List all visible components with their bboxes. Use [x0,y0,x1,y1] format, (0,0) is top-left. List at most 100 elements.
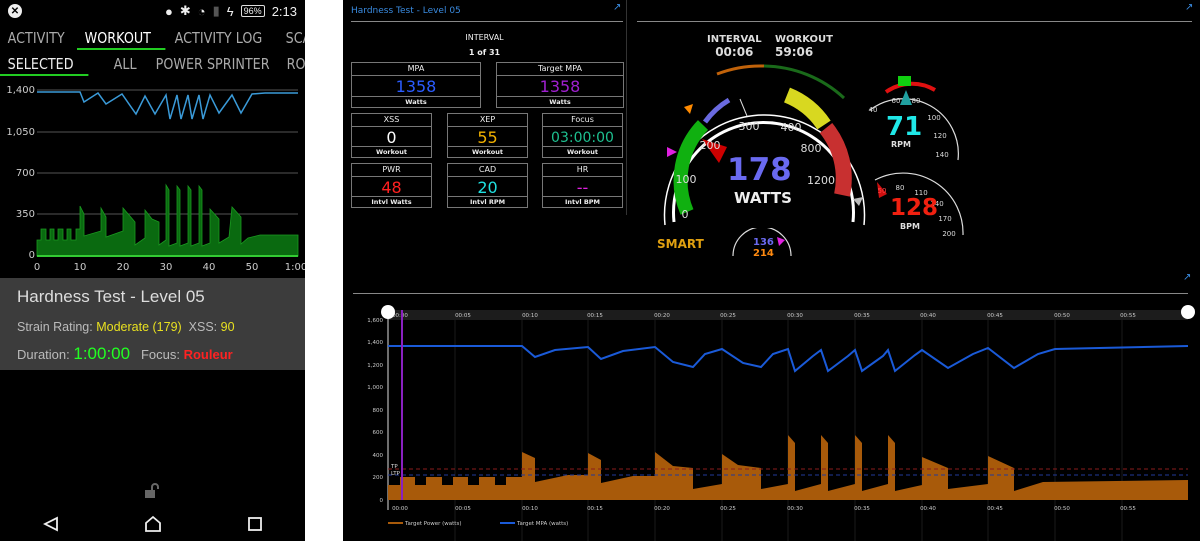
interval-label: INTERVAL [465,33,504,42]
xss-label: XSS: [188,320,218,334]
svg-text:1200: 1200 [807,174,835,187]
gauge-interval: INTERVAL 00:06 [707,34,762,59]
panel-title: Hardness Test - Level 05 [351,6,461,16]
svg-text:00:05: 00:05 [455,506,471,512]
svg-text:00:20: 00:20 [654,313,670,319]
subtab-selected[interactable]: SELECTED [0,55,88,76]
subtab-power-sprinter[interactable]: POWER SPRINTER [156,55,271,73]
subtab-all[interactable]: ALL [113,55,137,73]
gauges-svg: 0 100 200 300 400 800 1200 [663,64,866,226]
mini-gauge-bottom: 214 [753,248,774,259]
svg-text:800: 800 [801,142,822,155]
svg-text:400: 400 [781,121,802,134]
duration-row: Duration: 1:00:00 Focus: Rouleur [17,344,233,364]
svg-text:00:25: 00:25 [720,313,736,319]
svg-text:120: 120 [933,132,946,140]
unlock-icon[interactable] [144,483,162,504]
power-unit: WATTS [734,189,792,207]
xss-value: 90 [220,320,235,334]
power-value: 178 [727,152,792,188]
range-start-handle[interactable] [381,305,395,319]
xep-tile: XEP 55 Workout [447,113,528,158]
svg-text:40: 40 [869,106,878,114]
gauges-panel: ↗ 0 100 200 [627,0,1200,270]
pwr-tile: PWR 48 Intvl Watts [351,163,432,208]
tab-activity-log[interactable]: ACTIVITY LOG [174,29,263,47]
range-end-handle[interactable] [1181,305,1195,319]
svg-text:1:00: 1:00 [285,262,305,273]
tile-header: Focus [543,114,622,127]
svg-text:00:00: 00:00 [392,313,408,319]
svg-text:200: 200 [942,230,955,238]
divider [351,21,623,22]
external-link-icon[interactable]: ↗ [1183,272,1192,283]
tile-header: PWR [352,164,431,177]
status-bar: ✕ ● ✱ ◔ ▮ ϟ 96% 2:13 [0,0,305,22]
svg-text:50: 50 [878,187,887,195]
svg-text:00:10: 00:10 [522,506,538,512]
sub-tabs: SELECTED ALL POWER SPRINTER ROAD S [0,50,305,76]
back-icon[interactable] [42,516,59,537]
svg-text:30: 30 [160,262,173,273]
tile-header: Target MPA [497,63,623,76]
external-link-icon[interactable]: ↗ [1185,2,1194,13]
tile-value: 1358 [539,77,581,96]
phone-screen: ✕ ● ✱ ◔ ▮ ϟ 96% 2:13 ACTIVITY WORKOUT AC… [0,0,305,541]
svg-text:1,000: 1,000 [367,385,383,391]
tile-unit: Watts [497,96,623,107]
divider [637,21,1192,22]
tile-header: XEP [448,114,527,127]
tab-workout[interactable]: WORKOUT [77,29,166,50]
tab-activity[interactable]: ACTIVITY [7,29,65,47]
tile-unit: Watts [352,96,480,107]
clock: 2:13 [271,3,297,19]
main-tabs: ACTIVITY WORKOUT ACTIVITY LOG SCAN [0,22,305,50]
svg-text:200: 200 [373,475,384,481]
tab-scan[interactable]: SCAN [285,29,305,47]
divider [353,293,1188,294]
svg-text:0: 0 [29,250,35,261]
location-icon: ● [165,3,173,19]
tile-value: 03:00:00 [551,130,614,146]
svg-text:600: 600 [373,430,384,436]
strain-value: Moderate (179) [96,320,182,334]
sim-icon: ▮ [212,3,220,18]
svg-text:Target MPA (watts): Target MPA (watts) [516,521,568,527]
svg-text:700: 700 [16,168,35,179]
tile-value: 55 [477,128,498,147]
tile-unit: Intvl BPM [543,196,622,207]
svg-text:1,400: 1,400 [367,340,383,346]
svg-text:LTP: LTP [391,471,401,477]
svg-text:0: 0 [682,208,689,221]
svg-text:800: 800 [373,408,384,414]
workout-card[interactable]: Hardness Test - Level 05 Strain Rating: … [0,278,305,370]
svg-text:100: 100 [927,114,940,122]
tile-header: MPA [352,63,480,76]
svg-text:00:05: 00:05 [455,313,471,319]
phone-workout-chart: 1,400 1,050 700 350 0 0 10 20 30 40 50 1… [0,80,305,275]
focus-label: Focus: [140,347,180,362]
subtab-road[interactable]: ROAD S [286,55,305,73]
svg-text:350: 350 [16,209,35,220]
svg-text:110: 110 [914,189,927,197]
svg-text:00:30: 00:30 [787,313,803,319]
workout-info-panel: Hardness Test - Level 05 ↗ INTERVAL 1 of… [343,0,627,215]
workout-label: WORKOUT [775,34,833,45]
focus-value: Rouleur [183,347,233,362]
svg-text:00:50: 00:50 [1054,313,1070,319]
svg-text:0: 0 [34,262,40,273]
home-icon[interactable] [144,515,162,538]
tile-unit: Workout [448,146,527,157]
tile-header: HR [543,164,622,177]
cadence-value: 71 [886,112,923,142]
external-link-icon[interactable]: ↗ [613,2,622,13]
svg-text:100: 100 [676,173,697,186]
training-dashboard: Hardness Test - Level 05 ↗ INTERVAL 1 of… [343,0,1200,541]
svg-text:1,400: 1,400 [6,85,35,96]
mini-gauge [732,228,792,257]
svg-text:1,600: 1,600 [367,318,383,324]
svg-text:140: 140 [935,151,948,159]
recents-icon[interactable] [247,516,263,537]
tile-header: CAD [448,164,527,177]
svg-text:60: 60 [892,97,901,105]
